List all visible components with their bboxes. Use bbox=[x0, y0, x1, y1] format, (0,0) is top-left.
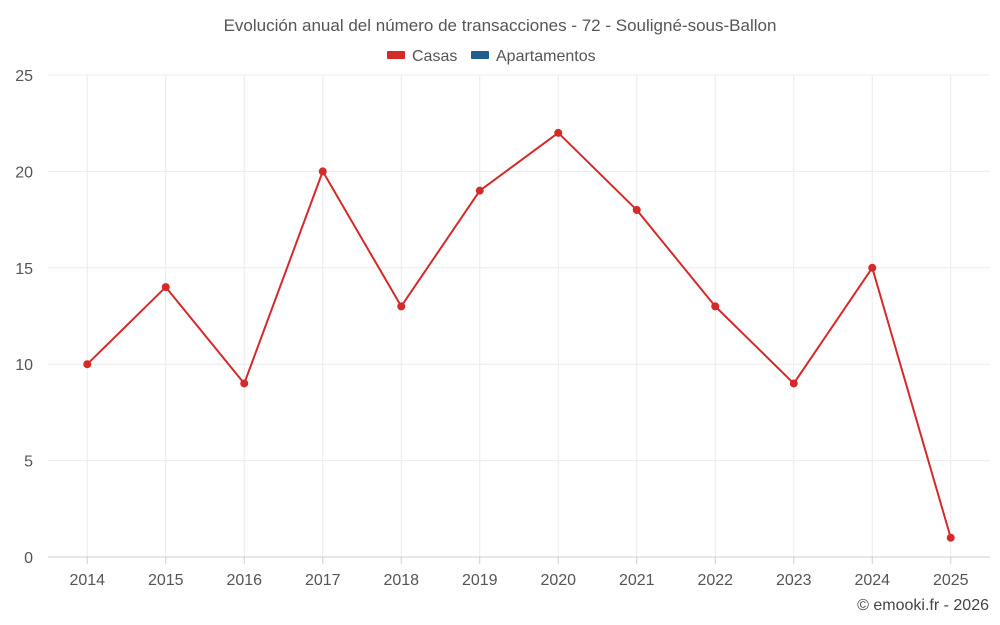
data-point-2025[interactable] bbox=[946, 533, 955, 542]
legend-item-casas[interactable]: Casas bbox=[387, 48, 457, 65]
x-tick-label: 2019 bbox=[462, 572, 498, 589]
data-point-2019[interactable] bbox=[475, 186, 484, 195]
chart-title: Evolución anual del número de transaccio… bbox=[224, 16, 777, 35]
y-tick-label: 0 bbox=[24, 550, 33, 567]
series-line-casas bbox=[86, 131, 952, 538]
data-point-2023[interactable] bbox=[789, 379, 798, 388]
x-tick-label: 2022 bbox=[697, 572, 733, 589]
x-tick-label: 2023 bbox=[776, 572, 812, 589]
x-tick-label: 2020 bbox=[540, 572, 576, 589]
data-point-2014[interactable] bbox=[83, 360, 92, 369]
series-casas bbox=[83, 128, 955, 542]
credit-text: © emooki.fr - 2026 bbox=[857, 597, 989, 614]
y-tick-label: 25 bbox=[15, 68, 33, 85]
x-tick-label: 2017 bbox=[305, 572, 341, 589]
data-point-2020[interactable] bbox=[554, 128, 563, 137]
data-point-2024[interactable] bbox=[868, 263, 877, 272]
x-tick-label: 2014 bbox=[69, 572, 105, 589]
x-tick-label: 2015 bbox=[148, 572, 184, 589]
y-tick-label: 20 bbox=[15, 164, 33, 181]
x-tick-label: 2024 bbox=[854, 572, 890, 589]
y-tick-label: 15 bbox=[15, 261, 33, 278]
legend-swatch-apartamentos bbox=[471, 51, 489, 59]
grid bbox=[48, 74, 990, 557]
data-point-2015[interactable] bbox=[161, 283, 170, 292]
legend-swatch-casas bbox=[387, 51, 405, 59]
data-point-2017[interactable] bbox=[318, 167, 327, 176]
legend-item-apartamentos[interactable]: Apartamentos bbox=[471, 48, 596, 65]
x-tick-label: 2016 bbox=[226, 572, 262, 589]
data-point-2022[interactable] bbox=[711, 302, 720, 311]
legend-label-apartamentos: Apartamentos bbox=[496, 48, 596, 65]
legend-label-casas: Casas bbox=[412, 48, 457, 65]
x-tick-label: 2025 bbox=[933, 572, 969, 589]
legend: Casas Apartamentos bbox=[387, 48, 596, 65]
data-point-2016[interactable] bbox=[240, 379, 249, 388]
data-point-2018[interactable] bbox=[397, 302, 406, 311]
y-tick-label: 10 bbox=[15, 357, 33, 374]
x-tick-label: 2018 bbox=[383, 572, 419, 589]
x-tick-label: 2021 bbox=[619, 572, 655, 589]
data-point-2021[interactable] bbox=[632, 205, 641, 214]
y-tick-label: 5 bbox=[24, 454, 33, 471]
